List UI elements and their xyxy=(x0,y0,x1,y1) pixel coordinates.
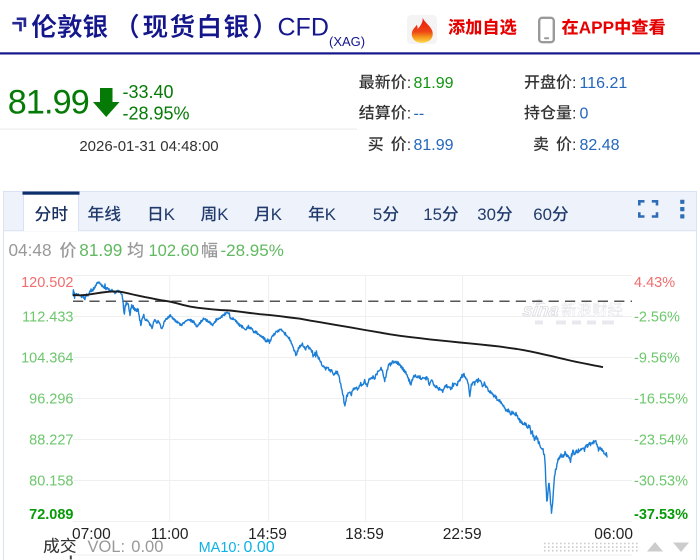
svg-text:-30.53%: -30.53% xyxy=(634,474,688,490)
svg-text:2026-01-31 04:48:00: 2026-01-31 04:48:00 xyxy=(79,138,218,155)
svg-text::: : xyxy=(572,75,576,92)
svg-text:-28.95%: -28.95% xyxy=(221,241,284,260)
svg-text:22:59: 22:59 xyxy=(443,526,482,543)
svg-text:(XAG): (XAG) xyxy=(329,34,365,49)
svg-text:81.99: 81.99 xyxy=(8,84,89,122)
svg-text:CFD: CFD xyxy=(278,13,329,41)
svg-text:104.364: 104.364 xyxy=(21,351,73,367)
svg-text:116.21: 116.21 xyxy=(580,75,628,92)
svg-text:18:59: 18:59 xyxy=(345,526,384,543)
svg-text:APP: APP xyxy=(579,17,614,37)
svg-text:4.43%: 4.43% xyxy=(634,275,675,291)
svg-text:112.433: 112.433 xyxy=(22,310,73,326)
svg-text:K: K xyxy=(325,205,336,224)
svg-text:96.296: 96.296 xyxy=(29,392,73,408)
svg-text:-2.56%: -2.56% xyxy=(634,310,680,326)
svg-text:88.227: 88.227 xyxy=(29,433,73,449)
svg-text:81.99: 81.99 xyxy=(79,240,122,260)
svg-text:K: K xyxy=(217,205,228,224)
svg-text:K: K xyxy=(271,205,282,224)
svg-text:120.502: 120.502 xyxy=(21,275,73,291)
svg-text:--: -- xyxy=(414,105,425,122)
svg-text::: : xyxy=(407,75,411,92)
svg-text:81.99: 81.99 xyxy=(414,75,454,92)
svg-text:14:59: 14:59 xyxy=(248,526,287,543)
svg-text::: : xyxy=(407,137,411,154)
svg-text:-23.54%: -23.54% xyxy=(634,433,688,449)
svg-text:82.48: 82.48 xyxy=(580,137,620,154)
svg-text::: : xyxy=(572,105,576,122)
svg-text:06:00: 06:00 xyxy=(594,526,633,543)
svg-text:11:00: 11:00 xyxy=(151,526,189,543)
svg-text::: : xyxy=(572,137,576,154)
svg-text:5: 5 xyxy=(373,205,382,224)
svg-text:0.00: 0.00 xyxy=(131,538,163,556)
svg-text:-16.55%: -16.55% xyxy=(634,392,688,408)
svg-text:04:48: 04:48 xyxy=(9,240,52,260)
svg-text:K: K xyxy=(164,205,175,224)
svg-text:0.00: 0.00 xyxy=(244,539,275,556)
svg-text:80.158: 80.158 xyxy=(29,474,73,490)
svg-text:15: 15 xyxy=(423,205,442,224)
svg-text:102.60: 102.60 xyxy=(149,242,199,260)
svg-text:0: 0 xyxy=(580,105,589,122)
svg-text:-33.40: -33.40 xyxy=(123,82,174,102)
svg-text:72.089: 72.089 xyxy=(29,507,73,523)
svg-text:MA10:: MA10: xyxy=(199,540,241,556)
svg-text:VOL:: VOL: xyxy=(88,538,126,556)
svg-text:81.99: 81.99 xyxy=(414,137,454,154)
svg-text:sina: sina xyxy=(521,300,560,320)
svg-text::: : xyxy=(407,105,411,122)
svg-text:60: 60 xyxy=(533,205,552,224)
svg-text:07:00: 07:00 xyxy=(72,526,111,543)
svg-text:-9.56%: -9.56% xyxy=(634,351,680,367)
svg-text:30: 30 xyxy=(477,205,496,224)
svg-text:-37.53%: -37.53% xyxy=(634,507,688,523)
svg-text:-28.95%: -28.95% xyxy=(123,104,190,124)
